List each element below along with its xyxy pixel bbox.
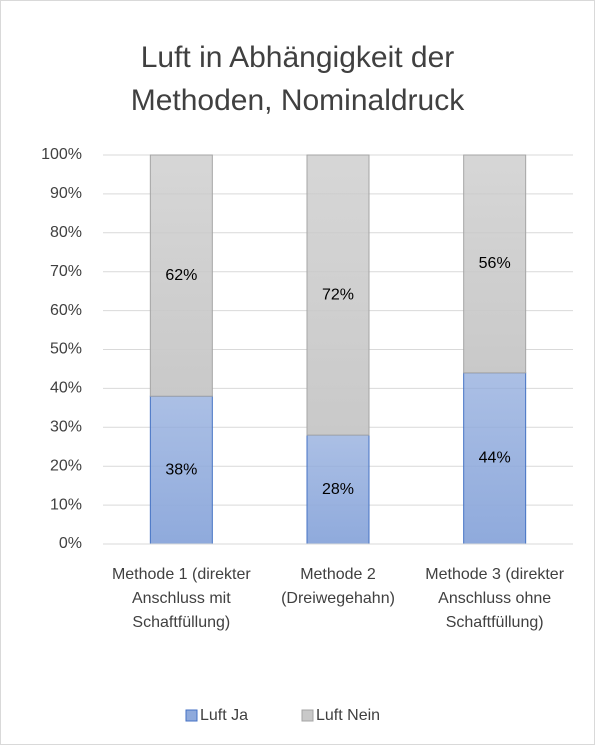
y-tick-label: 10% — [50, 496, 82, 513]
legend-swatch — [301, 709, 314, 722]
y-tick-label: 50% — [50, 341, 82, 358]
value-label: 28% — [322, 481, 354, 498]
x-tick-label: Methode 3 (direkter Anschluss ohne Schaf… — [425, 566, 565, 631]
bar-segment — [463, 372, 527, 545]
bar-segment — [463, 154, 527, 374]
chart-title: Luft in Abhängigkeit der Methoden, Nomin… — [130, 41, 465, 117]
value-label: 72% — [322, 286, 354, 303]
value-label: 38% — [165, 461, 197, 478]
y-tick-label: 40% — [50, 380, 82, 397]
value-label: 56% — [479, 255, 511, 272]
bar-segment — [306, 154, 370, 436]
y-tick-label: 90% — [50, 185, 82, 202]
legend-label: Luft Ja — [200, 707, 248, 724]
y-tick-label: 20% — [50, 457, 82, 474]
y-tick-label: 60% — [50, 302, 82, 319]
bar-segment — [306, 434, 370, 545]
legend-label: Luft Nein — [316, 707, 380, 724]
value-label: 44% — [479, 450, 511, 467]
bar-segment — [149, 154, 213, 397]
y-tick-label: 100% — [41, 146, 82, 163]
x-tick-label: Methode 1 (direkter Anschluss mit Schaft… — [111, 566, 251, 631]
y-tick-label: 0% — [59, 535, 82, 552]
y-tick-label: 30% — [50, 419, 82, 436]
y-tick-label: 70% — [50, 263, 82, 280]
value-label: 62% — [165, 267, 197, 284]
legend-swatch — [185, 709, 198, 722]
x-tick-label: Methode 2 (Dreiwegehahn) — [281, 566, 395, 607]
y-tick-label: 80% — [50, 224, 82, 241]
